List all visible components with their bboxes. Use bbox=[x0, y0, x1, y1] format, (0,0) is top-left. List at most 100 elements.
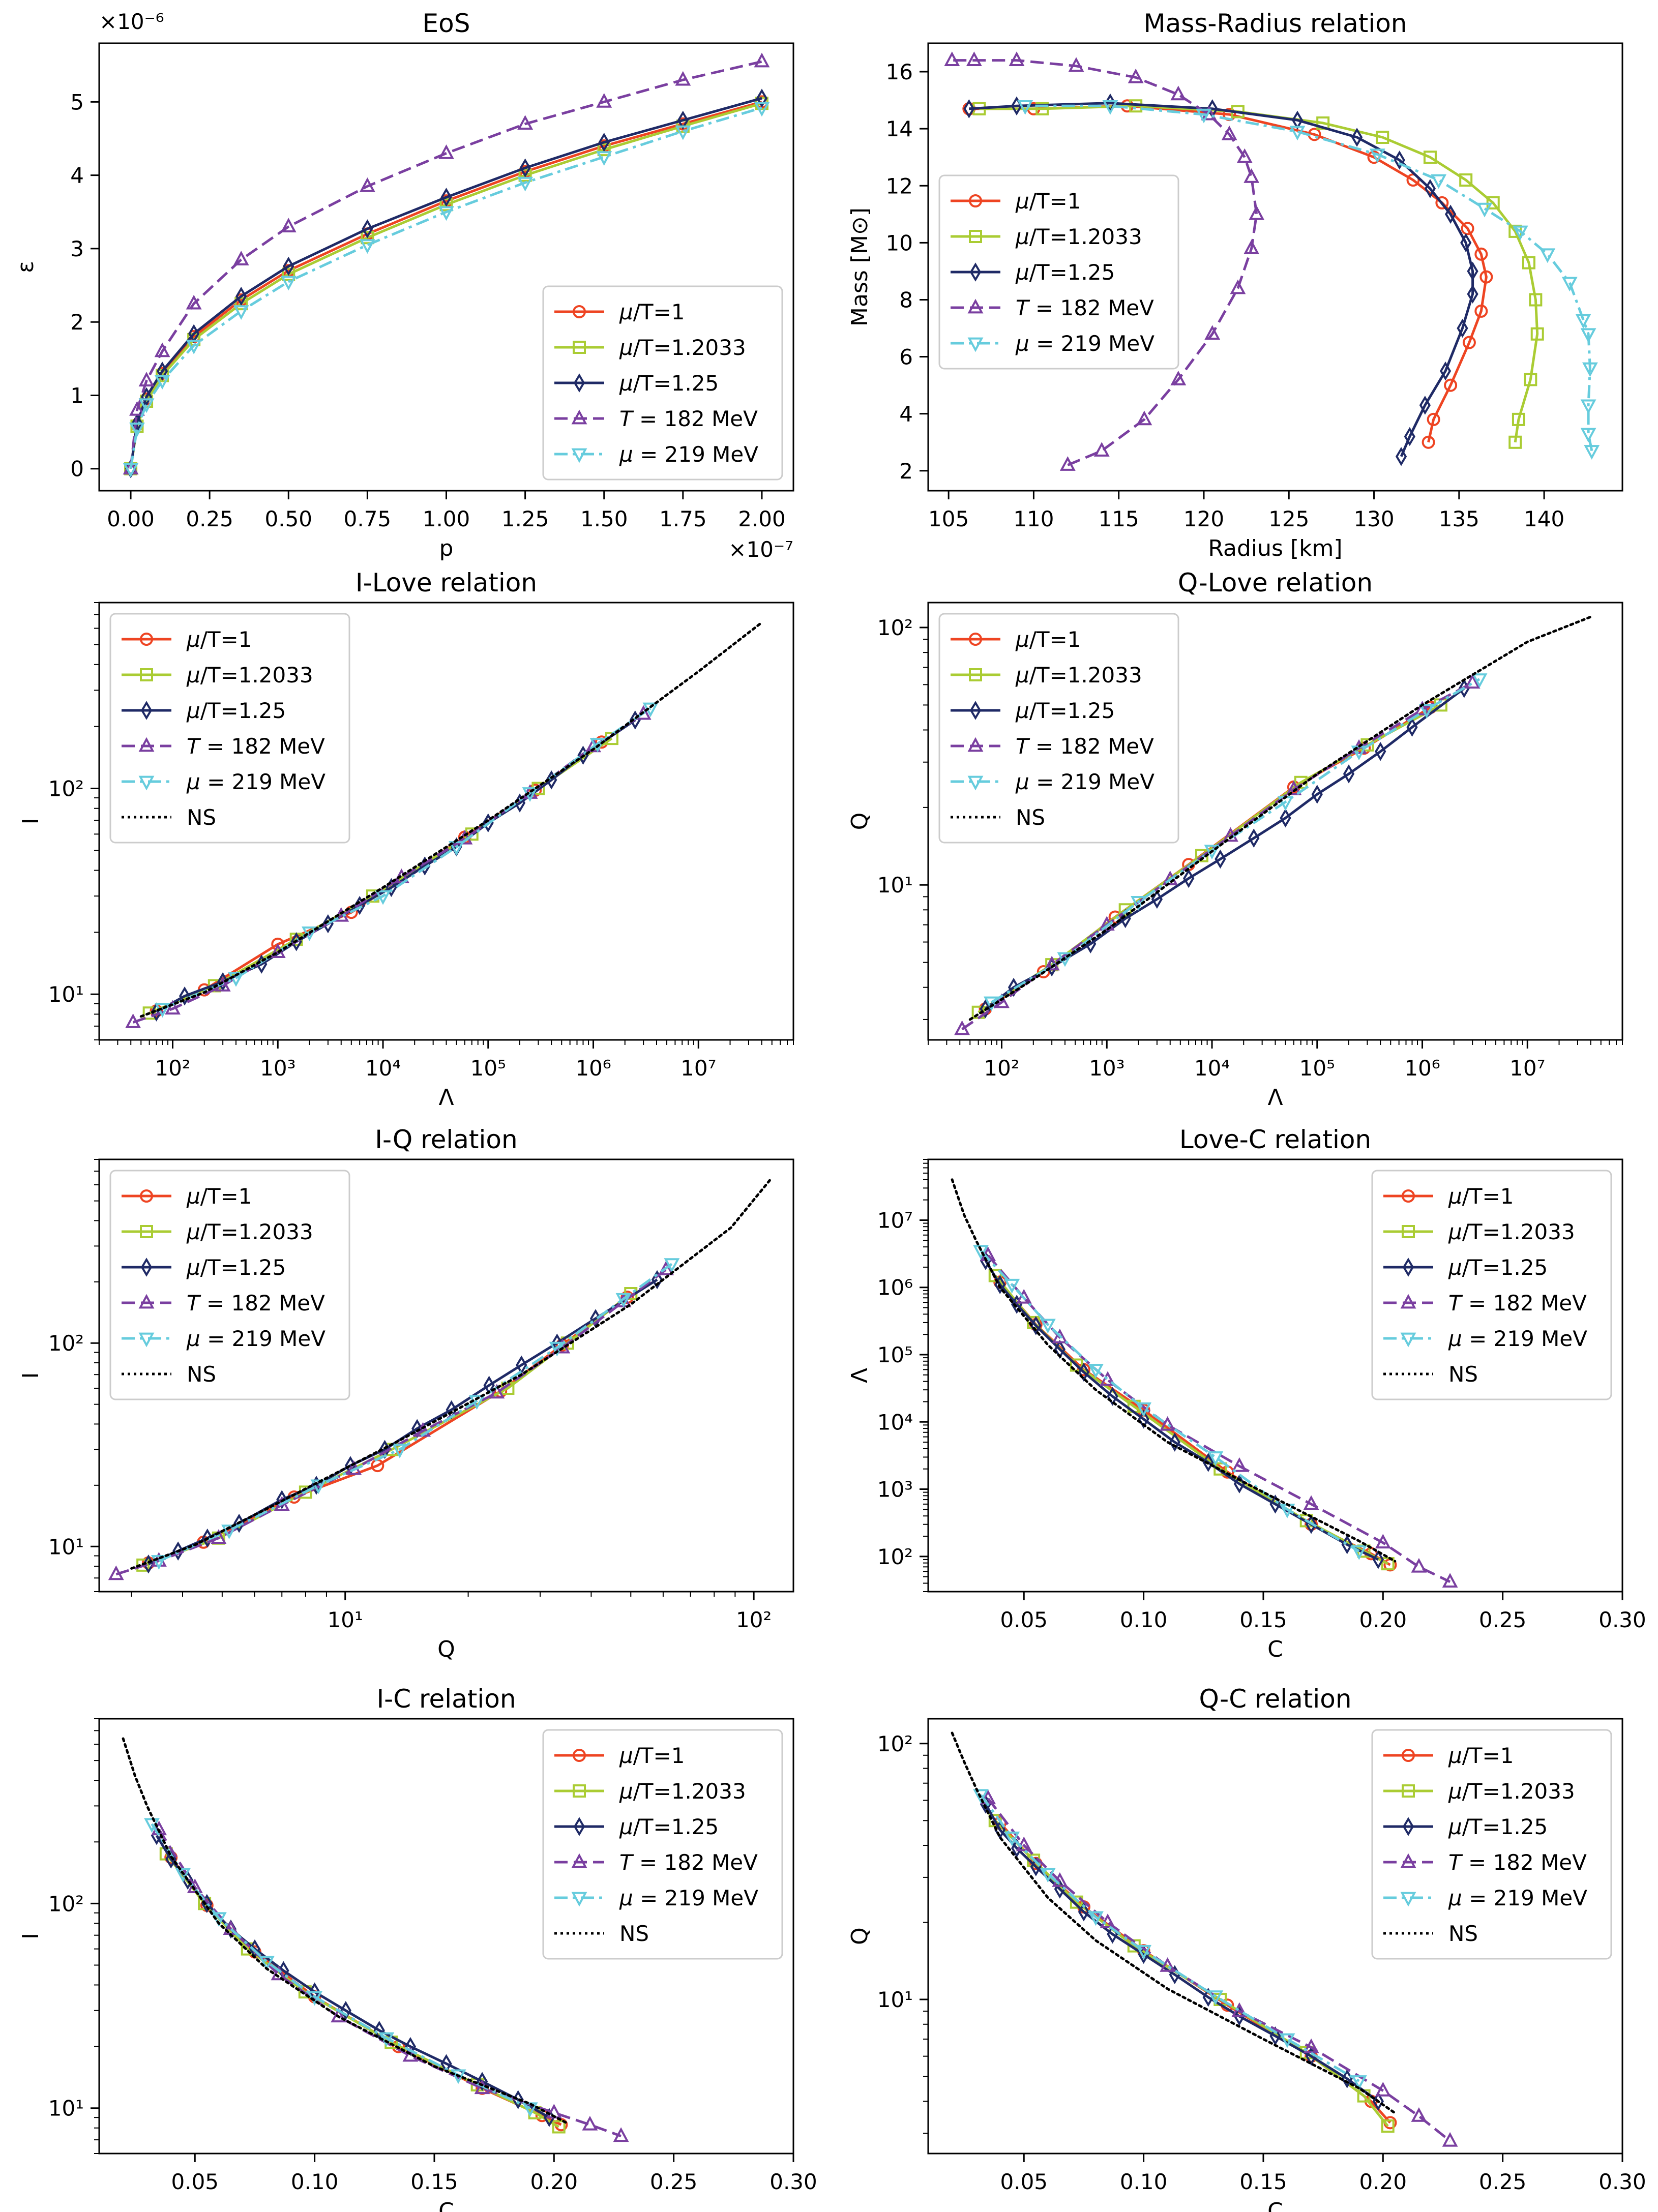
x-tick-label: 0.50 bbox=[265, 506, 313, 531]
data-point-b bbox=[1512, 412, 1525, 426]
legend-label-ns: NS bbox=[1448, 1921, 1478, 1946]
legend-label-b: μ/T=1.2033 bbox=[186, 1219, 313, 1244]
data-point-e bbox=[1580, 428, 1596, 443]
data-point-c bbox=[235, 286, 247, 306]
legend-label-c: μ/T=1.25 bbox=[1015, 698, 1115, 723]
data-point-e bbox=[675, 125, 691, 140]
legend-label-a: μ/T=1 bbox=[186, 1184, 252, 1209]
legend-box bbox=[109, 1170, 350, 1400]
data-point-c bbox=[1460, 233, 1472, 253]
x-tick-label: 0.15 bbox=[410, 2169, 458, 2194]
legend-marker-b bbox=[969, 230, 982, 243]
data-point-e bbox=[1004, 1831, 1020, 1846]
series-line-b bbox=[994, 1819, 1389, 2127]
data-point-d bbox=[1016, 1289, 1032, 1304]
x-tick-label: 0.20 bbox=[1359, 2169, 1407, 2194]
y-tick-label: 10² bbox=[48, 776, 84, 801]
data-point-d bbox=[1059, 456, 1076, 471]
data-point-b bbox=[1381, 2119, 1395, 2133]
x-tick-label: 10³ bbox=[1089, 1056, 1124, 1081]
data-point-d bbox=[658, 1261, 674, 1275]
legend-marker-b bbox=[573, 341, 586, 354]
x-tick-label: 10² bbox=[155, 1056, 190, 1081]
data-point-c bbox=[546, 770, 557, 790]
legend-marker-a bbox=[969, 633, 982, 646]
data-point-c bbox=[1311, 785, 1323, 804]
legend-marker-c bbox=[969, 701, 982, 720]
data-point-a bbox=[1462, 336, 1476, 349]
data-point-c bbox=[440, 188, 452, 207]
data-point-e bbox=[754, 102, 770, 117]
data-point-c bbox=[362, 219, 373, 238]
legend-label-c: μ/T=1.25 bbox=[186, 698, 286, 723]
data-point-e bbox=[1040, 1319, 1056, 1334]
legend: μ/T=1 μ/T=1.2033 μ/T=1.25 T = 182 MeV μ = 21… bbox=[109, 1170, 350, 1400]
legend-marker-d bbox=[571, 409, 587, 425]
data-point-d bbox=[1231, 1457, 1248, 1472]
data-point-e bbox=[151, 1555, 167, 1570]
plot-area bbox=[951, 1178, 1458, 1588]
y-axis-label: ε bbox=[13, 261, 39, 273]
legend: μ/T=1 μ/T=1.2033 μ/T=1.25 T = 182 MeV μ = 21… bbox=[938, 174, 1179, 370]
data-point-c bbox=[1169, 1432, 1180, 1452]
series-line-e bbox=[129, 106, 762, 469]
legend-marker-e bbox=[138, 775, 155, 791]
legend-marker-b bbox=[1402, 1784, 1415, 1798]
series-line-c bbox=[984, 1260, 1379, 1561]
data-point-e bbox=[129, 423, 145, 437]
series-line-c bbox=[969, 102, 1474, 457]
data-point-c bbox=[1457, 318, 1468, 338]
y-tick-label: 10 bbox=[886, 230, 913, 255]
x-tick-label: 135 bbox=[1439, 506, 1479, 531]
series-line-ns bbox=[139, 621, 763, 1018]
legend-label-c: μ/T=1.25 bbox=[619, 371, 719, 396]
series-line-c bbox=[155, 1835, 550, 2119]
legend-label-e: μ = 219 MeV bbox=[1015, 331, 1154, 356]
data-point-e bbox=[450, 2069, 466, 2084]
data-point-b bbox=[1529, 293, 1543, 307]
legend-label-d: T = 182 MeV bbox=[619, 406, 758, 431]
chart-title: I-Love relation bbox=[356, 568, 537, 597]
series-line-e bbox=[158, 1263, 673, 1562]
data-point-c bbox=[756, 88, 768, 108]
data-point-c bbox=[980, 999, 991, 1019]
x-tick-label: 130 bbox=[1353, 506, 1394, 531]
x-tick-label: 0.30 bbox=[769, 2169, 817, 2194]
data-point-b bbox=[971, 1005, 985, 1019]
y-tick-label: 14 bbox=[886, 116, 913, 141]
x-offset-label: ×10⁻⁷ bbox=[728, 537, 793, 562]
x-tick-label: 0.00 bbox=[107, 506, 155, 531]
data-point-e bbox=[359, 239, 375, 254]
data-point-c bbox=[1233, 1474, 1246, 1493]
data-point-b bbox=[1522, 256, 1535, 270]
series-line-b bbox=[165, 1853, 559, 2128]
legend-box bbox=[542, 285, 783, 481]
y-tick-label: 10⁷ bbox=[877, 1208, 913, 1233]
data-point-d bbox=[582, 2115, 598, 2131]
series-line-b bbox=[994, 1274, 1388, 1565]
data-point-e bbox=[1580, 399, 1596, 414]
y-tick-label: 10² bbox=[877, 1544, 913, 1569]
data-point-c bbox=[1202, 1453, 1214, 1472]
data-point-a bbox=[1427, 412, 1440, 426]
legend-marker-b bbox=[140, 668, 153, 681]
legend: μ/T=1 μ/T=1.2033 μ/T=1.25 T = 182 MeV μ = 21… bbox=[542, 285, 783, 481]
plot-area bbox=[108, 1178, 772, 1580]
data-point-e bbox=[175, 1868, 191, 1882]
data-point-e bbox=[438, 206, 454, 221]
data-point-d bbox=[675, 71, 691, 86]
data-point-e bbox=[233, 305, 249, 320]
legend-label-e: μ = 219 MeV bbox=[186, 769, 325, 794]
series-line-e bbox=[980, 1250, 1360, 1552]
data-point-e bbox=[1136, 1402, 1152, 1417]
legend-marker-d bbox=[571, 1853, 587, 1868]
legend-label-ns: NS bbox=[187, 1362, 216, 1387]
data-point-b bbox=[1459, 173, 1473, 187]
data-point-b bbox=[1195, 849, 1208, 862]
data-point-c bbox=[963, 99, 975, 118]
data-point-e bbox=[1369, 148, 1385, 164]
legend-marker-e bbox=[967, 775, 984, 791]
legend-label-d: T = 182 MeV bbox=[1448, 1850, 1587, 1875]
legend-marker-b bbox=[1402, 1225, 1415, 1238]
data-point-d bbox=[1375, 1534, 1391, 1549]
